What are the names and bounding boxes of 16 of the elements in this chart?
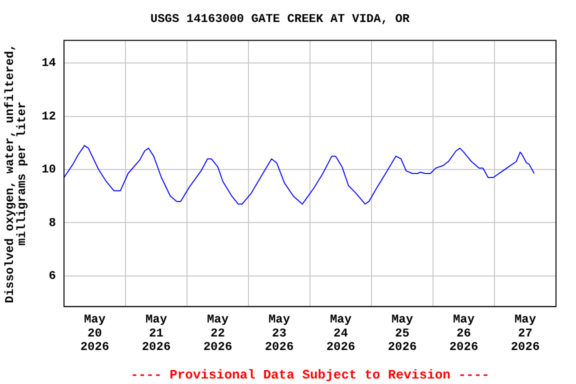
text: ---- Provisional Data Subject to Revision ----	[130, 367, 490, 382]
y-tick-label: 8	[48, 216, 56, 230]
y-tick-label: 10	[42, 162, 56, 177]
x-tick-label: May 27 2026	[510, 312, 540, 354]
y-tick-label: 14	[42, 56, 56, 70]
y-tick-label: 6	[48, 269, 56, 284]
y-axis-title: Dissolved oxygen, water, unfiltered, milligrams per liter	[3, 44, 30, 304]
x-tick-label: May 22 2026	[203, 312, 232, 354]
x-tick-label: May 24 2026	[326, 312, 356, 354]
y-tick-label: 12	[42, 109, 56, 124]
x-tick-label: May 25 2026	[388, 312, 417, 354]
x-tick-label: May 23 2026	[264, 312, 294, 354]
x-tick-label: May 26 2026	[449, 312, 478, 354]
chart-title: USGS 14163000 GATE CREEK AT VIDA, OR	[150, 12, 410, 26]
x-tick-label: May 21 2026	[142, 312, 171, 354]
x-tick-label: May 20 2026	[80, 312, 110, 354]
